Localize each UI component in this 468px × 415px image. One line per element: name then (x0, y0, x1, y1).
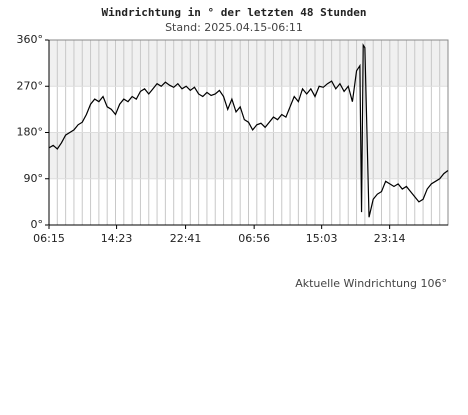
annotation: Aktuelle Windrichtung 106° (295, 277, 447, 290)
x-tick-label: 14:23 (101, 232, 133, 245)
y-tick-label: 360° (17, 33, 44, 46)
x-tick-label: 23:14 (374, 232, 406, 245)
x-tick-label: 22:41 (170, 232, 202, 245)
y-tick-label: 270° (17, 79, 44, 92)
y-tick-label: 180° (17, 126, 44, 139)
y-tick-label: 90° (24, 172, 44, 185)
chart-title: Windrichtung in ° der letzten 48 Stunden (102, 6, 367, 19)
x-tick-label: 06:56 (238, 232, 270, 245)
x-tick-label: 15:03 (306, 232, 338, 245)
data-line (48, 43, 449, 218)
x-tick-label: 06:15 (33, 232, 65, 245)
chart-subtitle: Stand: 2025.04.15-06:11 (165, 21, 303, 34)
y-tick-label: 0° (31, 218, 44, 231)
